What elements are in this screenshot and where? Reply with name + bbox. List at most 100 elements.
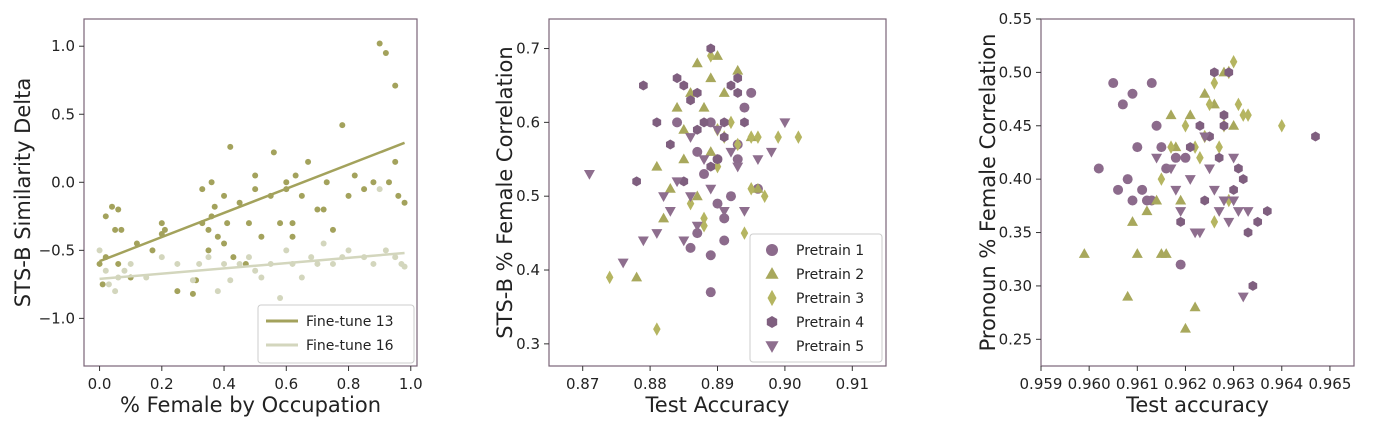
data-point (698, 101, 710, 112)
x-tick-label: 0.2 (150, 375, 174, 393)
data-point (298, 274, 305, 281)
legend-label: Pretrain 2 (796, 267, 864, 283)
data-point (208, 179, 215, 186)
data-point (1196, 151, 1204, 165)
data-point (292, 172, 299, 179)
data-point (712, 198, 723, 209)
y-axis-title: Pronoun % Female Correlation (976, 34, 1000, 352)
data-point (1122, 174, 1133, 185)
data-point (211, 203, 218, 210)
data-point (1224, 67, 1234, 78)
data-point (1232, 207, 1244, 217)
data-point (1141, 205, 1153, 216)
data-point (652, 117, 662, 128)
data-point (1210, 67, 1219, 78)
data-point (221, 240, 228, 247)
data-point (1204, 164, 1216, 175)
data-point (671, 101, 683, 112)
data-point (401, 199, 408, 206)
data-point (732, 64, 744, 75)
data-point (199, 186, 206, 193)
data-point (719, 213, 730, 224)
y-tick-label: −1.0 (39, 309, 75, 327)
data-point (719, 132, 729, 143)
data-point (99, 281, 106, 288)
data-point (121, 267, 128, 274)
data-point (1175, 207, 1187, 217)
data-point (631, 271, 643, 282)
series-2 (96, 186, 408, 301)
data-point (700, 211, 708, 226)
series-1 (1093, 78, 1191, 270)
x-tick-label: 0.964 (1260, 375, 1303, 393)
legend-box (749, 233, 883, 363)
data-point (382, 50, 389, 57)
data-point (252, 186, 259, 193)
data-point (1189, 301, 1201, 312)
data-point (672, 73, 682, 84)
data-point (1234, 97, 1243, 112)
data-point (698, 155, 710, 166)
data-point (794, 130, 803, 144)
data-point (221, 192, 228, 199)
data-point (189, 277, 196, 284)
chart-panel-1: 0.0 0.2 0.4 0.6 0.8 1.0 −1.0 −0.5 0.0 0.5 1.0 % Fem… (11, 18, 423, 417)
data-point (1238, 174, 1248, 185)
data-point (277, 294, 284, 301)
y-tick-label: 0.35 (999, 224, 1032, 242)
data-point (1108, 78, 1119, 89)
data-point (679, 80, 689, 91)
data-point (1151, 120, 1162, 131)
series-4 (1176, 67, 1320, 291)
data-point (115, 206, 122, 213)
data-point (651, 160, 663, 171)
x-axis-title: Test accuracy (1125, 393, 1269, 417)
legend-swatch (765, 267, 779, 279)
data-point (1219, 120, 1229, 131)
data-point (1191, 140, 1199, 154)
y-tick-label: 0.50 (999, 63, 1032, 81)
data-point (1195, 120, 1205, 131)
y-axis-title: STS-B % Female Correlation (493, 46, 517, 338)
data-point (112, 288, 119, 295)
y-tick-label: 0.40 (999, 170, 1032, 188)
legend-label: Pretrain 1 (796, 243, 864, 259)
data-point (1214, 152, 1224, 163)
legend-label: Fine-tune 16 (306, 338, 394, 354)
data-point (664, 183, 676, 193)
legend-swatch (767, 289, 777, 307)
data-point (1156, 142, 1167, 153)
data-point (174, 288, 181, 295)
data-point (1244, 108, 1252, 122)
plot-area (583, 43, 803, 336)
legend: Pretrain 1 Pretrain 2 Pretrain 3 Pretrain 4… (749, 233, 883, 363)
data-point (1210, 76, 1219, 90)
data-point (392, 82, 399, 89)
data-point (733, 137, 742, 152)
data-point (1176, 216, 1185, 227)
data-point (719, 235, 730, 246)
y-tick-label: 0.7 (516, 40, 540, 58)
data-point (1113, 184, 1124, 195)
data-point (712, 50, 723, 60)
data-point (305, 158, 312, 165)
data-point (678, 153, 690, 164)
data-point (1239, 108, 1247, 122)
data-point (1165, 164, 1177, 175)
data-point (713, 154, 722, 165)
data-point (727, 115, 735, 130)
data-point (754, 130, 762, 144)
y-tick-label: 0.4 (516, 261, 540, 279)
data-point (382, 247, 389, 254)
trend-line (99, 251, 405, 281)
data-point (1170, 185, 1182, 196)
data-point (289, 233, 296, 240)
data-point (1234, 163, 1243, 174)
data-point (1237, 292, 1249, 303)
data-point (1093, 163, 1104, 174)
data-point (760, 189, 769, 203)
series-5 (1151, 132, 1254, 303)
data-point (370, 179, 377, 186)
data-point (725, 191, 736, 202)
